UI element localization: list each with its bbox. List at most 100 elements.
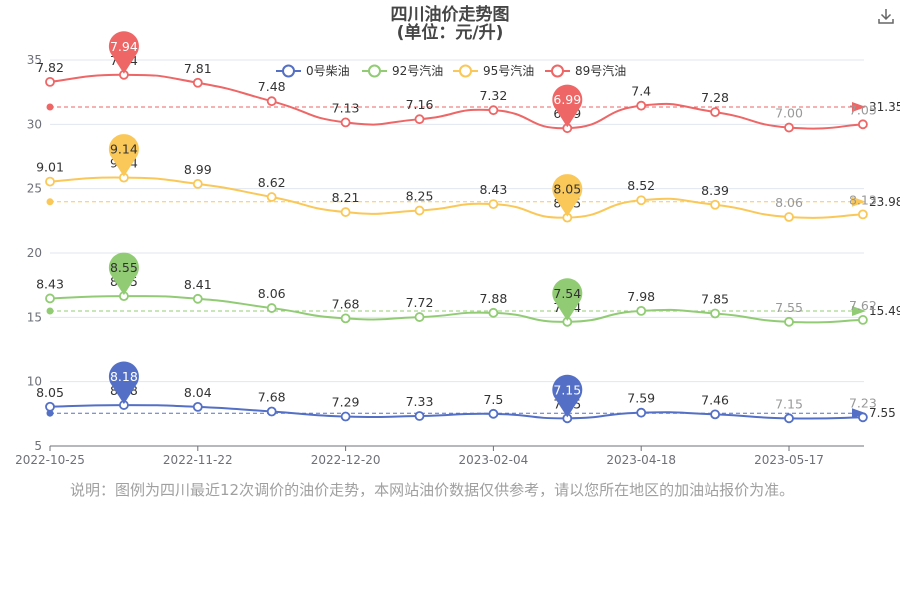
average-line-arrow bbox=[852, 408, 866, 419]
y-tick-label: 5 bbox=[34, 439, 42, 453]
extreme-pin: 8.18 bbox=[108, 361, 139, 405]
extreme-pin: 7.54 bbox=[552, 278, 583, 321]
data-label: 8.99 bbox=[184, 162, 212, 177]
data-label: 7.68 bbox=[332, 296, 360, 311]
average-line-start bbox=[46, 409, 54, 417]
data-label: 7.4 bbox=[631, 84, 651, 99]
chart-subtitle: (单位：元/升) bbox=[397, 22, 504, 43]
data-point bbox=[45, 293, 55, 304]
pin-label: 7.94 bbox=[110, 39, 138, 54]
extreme-pin: 6.99 bbox=[552, 84, 583, 128]
legend-label: 92号汽油 bbox=[392, 63, 443, 78]
average-line-arrow bbox=[852, 101, 866, 112]
average-value-label: 23.98 bbox=[869, 195, 900, 209]
y-tick-label: 30 bbox=[27, 117, 42, 131]
data-point bbox=[192, 77, 203, 88]
legend-label: 0号柴油 bbox=[306, 64, 350, 78]
data-point bbox=[710, 308, 720, 319]
y-tick-label: 10 bbox=[27, 375, 42, 389]
data-point bbox=[784, 122, 794, 133]
x-tick-label: 2022-11-22 bbox=[163, 453, 233, 467]
data-point bbox=[266, 192, 277, 202]
data-label: 7.5 bbox=[483, 392, 503, 407]
y-tick-label: 25 bbox=[27, 182, 42, 196]
y-tick-label: 20 bbox=[27, 246, 42, 260]
data-label: 8.43 bbox=[36, 276, 64, 291]
axes: 5 10 15 20 25 30 35 2022-10-25 2022-11-22 2022-12… bbox=[15, 53, 864, 467]
download-icon[interactable] bbox=[876, 6, 896, 26]
data-point bbox=[784, 212, 794, 222]
data-label: 7.00 bbox=[775, 106, 803, 121]
extreme-pin: 7.15 bbox=[552, 374, 583, 418]
legend-label: 89号汽油 bbox=[575, 63, 626, 78]
data-label: 7.28 bbox=[701, 90, 729, 105]
data-point bbox=[45, 76, 55, 87]
data-label: 7.32 bbox=[479, 88, 507, 103]
legend-item[interactable]: 92号汽油 bbox=[362, 63, 443, 78]
average-line-arrow bbox=[852, 196, 866, 207]
data-point bbox=[488, 105, 499, 116]
y-tick-label: 15 bbox=[27, 310, 42, 324]
data-point bbox=[414, 312, 425, 322]
extreme-markers: 8.18 7.15 8.55 7.54 9.14 8.05 7.94 6.99 bbox=[108, 31, 583, 418]
series-line bbox=[49, 176, 863, 219]
data-label: 7.88 bbox=[479, 291, 507, 306]
pin-label: 9.14 bbox=[110, 142, 138, 157]
data-label: 7.68 bbox=[258, 390, 286, 405]
data-point bbox=[192, 179, 203, 189]
data-label: 7.46 bbox=[701, 392, 729, 407]
data-point bbox=[710, 107, 720, 118]
data-point bbox=[414, 114, 425, 125]
average-line-start bbox=[46, 103, 54, 111]
pin-label: 8.18 bbox=[110, 369, 138, 384]
extreme-pin: 9.14 bbox=[108, 134, 139, 177]
x-tick-label: 2023-05-17 bbox=[754, 453, 824, 467]
legend[interactable]: 0号柴油 92号汽油 95号汽油 89号汽油 bbox=[276, 63, 626, 78]
data-point bbox=[266, 406, 277, 417]
data-label: 8.43 bbox=[479, 182, 507, 197]
extreme-pin: 8.05 bbox=[552, 174, 583, 217]
series-lines bbox=[45, 69, 868, 424]
legend-marker bbox=[368, 64, 381, 78]
data-point bbox=[340, 313, 351, 324]
pin-shape bbox=[108, 134, 139, 177]
data-point bbox=[340, 117, 351, 128]
data-label: 7.98 bbox=[627, 289, 655, 304]
data-label: 7.13 bbox=[332, 100, 360, 115]
data-label: 7.55 bbox=[775, 300, 803, 315]
extreme-pin: 8.55 bbox=[108, 252, 139, 296]
data-label: 7.23 bbox=[849, 395, 877, 410]
legend-label: 95号汽油 bbox=[483, 63, 534, 78]
pin-shape bbox=[552, 174, 583, 217]
pin-shape bbox=[108, 252, 139, 296]
data-point bbox=[488, 199, 499, 210]
data-label: 7.48 bbox=[258, 79, 286, 94]
data-label: 7.59 bbox=[627, 391, 655, 406]
data-point bbox=[636, 100, 647, 111]
series-line bbox=[49, 73, 863, 130]
x-tick-label: 2023-02-04 bbox=[459, 453, 529, 467]
data-point bbox=[266, 96, 277, 107]
data-label: 7.15 bbox=[775, 396, 803, 411]
legend-item[interactable]: 0号柴油 bbox=[276, 64, 350, 78]
average-line-arrow bbox=[852, 306, 866, 317]
data-point bbox=[784, 413, 794, 424]
legend-item[interactable]: 95号汽油 bbox=[453, 63, 534, 78]
data-point bbox=[710, 199, 720, 210]
data-label: 7.72 bbox=[406, 295, 434, 310]
data-label: 7.05 bbox=[849, 102, 877, 117]
data-label: 8.06 bbox=[258, 286, 286, 301]
data-label: 8.05 bbox=[36, 385, 64, 400]
data-point bbox=[636, 407, 647, 418]
pin-shape bbox=[552, 374, 583, 418]
legend-item[interactable]: 89号汽油 bbox=[545, 63, 626, 78]
x-tick-label: 2022-10-25 bbox=[15, 453, 85, 467]
average-line-start bbox=[46, 198, 54, 206]
pin-shape bbox=[552, 278, 583, 321]
data-label: 7.81 bbox=[184, 61, 212, 76]
data-label: 7.33 bbox=[406, 394, 434, 409]
data-label: 8.41 bbox=[184, 277, 212, 292]
chart-title: 四川油价走势图 bbox=[391, 4, 510, 25]
pin-label: 8.55 bbox=[110, 260, 138, 275]
